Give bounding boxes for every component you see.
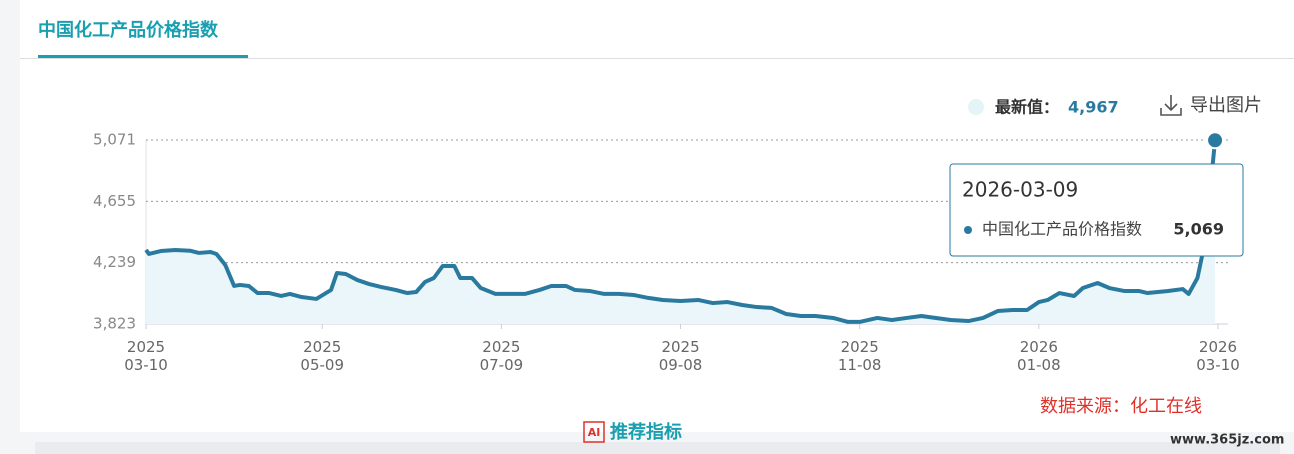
latest-value: 4,967 (1068, 98, 1119, 117)
tooltip-date: 2026-03-09 (962, 178, 1078, 202)
recommend[interactable]: 推荐指标 (610, 421, 682, 443)
ai-icon-box (583, 421, 605, 443)
tab[interactable]: 中国化工产品价格指数 (38, 20, 218, 41)
source: 数据来源：化工在线 (1040, 396, 1202, 417)
x-tick-label: 2025 07-09 (479, 338, 524, 374)
tooltip-box (949, 163, 1244, 257)
y-tick-label: 3,823 (93, 315, 136, 333)
divider (20, 58, 1294, 59)
tab-underline (38, 55, 248, 58)
bottom-bar (35, 442, 1280, 454)
tooltip: 2026-03-09 中国化工产品价格指数 5,069 (949, 163, 1244, 257)
y-tick-label: 5,071 (93, 131, 136, 149)
y-tick-label: 4,239 (93, 253, 136, 271)
x-tick-label: 2025 03-10 (124, 338, 168, 374)
x-tick-label: 2026 01-08 (1017, 338, 1061, 374)
tooltip-dot (964, 226, 972, 234)
tooltip-series: 中国化工产品价格指数 (982, 220, 1142, 239)
legend-dot (968, 99, 984, 115)
x-tick-label: 2025 05-09 (300, 338, 345, 374)
y-tick-label: 4,655 (93, 192, 136, 210)
tooltip-value: 5,069 (1173, 220, 1224, 239)
highlight-point (1206, 131, 1225, 150)
line (144, 140, 1218, 324)
export-icon[interactable] (1160, 95, 1182, 116)
latest-label: 最新值： (995, 98, 1059, 117)
export-button[interactable]: 导出图片 (1190, 95, 1262, 116)
area (146, 140, 1216, 324)
x-tick-label: 2025 09-08 (658, 338, 703, 374)
x-tick-label: 2025 11-08 (837, 338, 882, 374)
watermark: www.365jz.com (1170, 433, 1284, 448)
ai-icon: AI (588, 426, 601, 439)
x-tick-label: 2026 03-10 (1196, 338, 1240, 374)
